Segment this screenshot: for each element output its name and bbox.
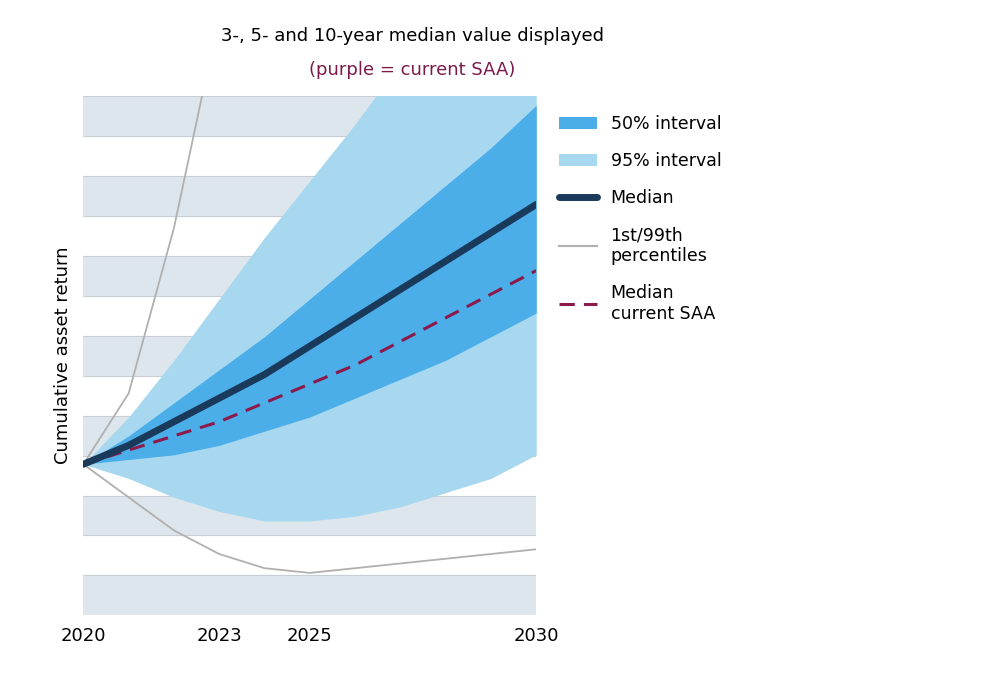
Bar	[83, 96, 537, 136]
Bar	[83, 256, 537, 295]
Bar	[83, 176, 537, 215]
Bar	[83, 336, 537, 376]
Bar	[83, 415, 537, 456]
Bar	[83, 495, 537, 536]
Text: (purple = current SAA): (purple = current SAA)	[309, 61, 515, 79]
Title: 3-, 5- and 10-year median value displayed
(purple = current SAA): 3-, 5- and 10-year median value displaye…	[0, 672, 1, 673]
Legend: 50% interval, 95% interval, Median, 1st/99th
percentiles, Median
current SAA: 50% interval, 95% interval, Median, 1st/…	[558, 115, 721, 323]
Text: 3-, 5- and 10-year median value displayed: 3-, 5- and 10-year median value displaye…	[221, 27, 603, 45]
Y-axis label: Cumulative asset return: Cumulative asset return	[54, 247, 73, 464]
Bar	[83, 575, 537, 615]
